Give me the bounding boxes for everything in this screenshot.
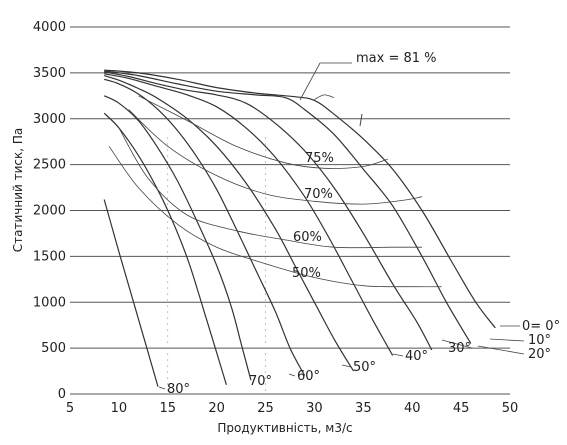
efficiency-label-70: 70% xyxy=(304,187,333,202)
angle-label-50: 50° xyxy=(353,360,376,375)
y-tick-label: 3000 xyxy=(33,112,66,127)
angle-leader-80 xyxy=(158,386,166,390)
y-tick-labels: 0 500 1000 1500 2000 2500 3000 3500 4000 xyxy=(33,20,66,402)
max-efficiency-tick xyxy=(359,113,363,127)
x-tick-label: 10 xyxy=(111,401,128,416)
y-tick-label: 2000 xyxy=(33,204,66,219)
angle-label-20: 20° xyxy=(528,347,551,362)
x-tick-label: 25 xyxy=(257,401,274,416)
blade-angle-curve-7 xyxy=(103,112,227,385)
angle-leader-20 xyxy=(477,345,525,355)
efficiency-label-50: 50% xyxy=(292,266,321,281)
x-tick-label: 30 xyxy=(306,401,323,416)
y-tick-label: 0 xyxy=(58,387,66,402)
angle-leader-10 xyxy=(489,338,525,342)
angle-label-40: 40° xyxy=(405,349,428,364)
y-tick-label: 4000 xyxy=(33,20,66,35)
x-tick-label: 20 xyxy=(208,401,225,416)
angle-leader-50 xyxy=(341,364,352,368)
y-tick-label: 2500 xyxy=(33,158,66,173)
y-tick-label: 500 xyxy=(41,341,66,356)
angle-label-30: 30° xyxy=(448,341,471,356)
blade-angle-curve-4 xyxy=(104,75,355,372)
x-tick-label: 50 xyxy=(502,401,519,416)
x-axis-title: Продуктивність, м3/с xyxy=(217,421,352,435)
curve-labels: max = 81 % 75% 70% 60% 50% 0= 0°10°20° 30° 40° 5… xyxy=(167,51,560,397)
angle-label-0: 0= 0° xyxy=(522,319,560,334)
blade-angle-curve-6 xyxy=(103,95,252,381)
y-axis-title: Статичний тиск, Па xyxy=(11,128,25,253)
angle-leader-40 xyxy=(392,353,404,357)
blade-angle-curve-2 xyxy=(104,71,433,351)
blade-angle-curve-5 xyxy=(104,78,306,376)
efficiency-label-60: 60% xyxy=(293,230,322,245)
efficiency-label-75: 75% xyxy=(305,151,334,166)
efficiency-curve-1 xyxy=(138,95,388,169)
x-tick-label: 45 xyxy=(453,401,470,416)
x-tick-labels: 5 10 15 20 25 30 35 40 45 50 xyxy=(66,401,518,416)
angle-label-80: 80° xyxy=(167,382,190,397)
leader-lines xyxy=(158,62,525,390)
angle-label-70: 70° xyxy=(249,374,272,389)
x-tick-label: 15 xyxy=(160,401,177,416)
angle-leader-30 xyxy=(441,339,473,349)
efficiency-curve-4 xyxy=(108,146,442,288)
grid-lines xyxy=(70,26,510,395)
efficiency-curve-2 xyxy=(128,109,423,205)
max-efficiency-label: max = 81 % xyxy=(356,51,437,66)
efficiency-curve-3 xyxy=(118,127,422,249)
y-tick-label: 1500 xyxy=(33,249,66,264)
angle-leader-60 xyxy=(288,373,296,377)
blade-angle-curve-0 xyxy=(104,69,496,329)
angle-label-10: 10° xyxy=(528,333,551,348)
x-tick-label: 5 xyxy=(66,401,74,416)
y-tick-label: 1000 xyxy=(33,295,66,310)
curve-group xyxy=(103,69,496,387)
max-efficiency-leader xyxy=(299,62,352,101)
angle-label-60: 60° xyxy=(297,369,320,384)
blade-angle-curve-1 xyxy=(104,70,472,344)
blade-angle-curve-3 xyxy=(104,73,394,356)
blade-angle-curve-8 xyxy=(103,199,159,387)
x-tick-label: 35 xyxy=(355,401,372,416)
efficiency-curve-0 xyxy=(314,94,335,100)
x-tick-label: 40 xyxy=(404,401,421,416)
efficiency-curve-group xyxy=(108,94,442,288)
y-tick-label: 3500 xyxy=(33,66,66,81)
